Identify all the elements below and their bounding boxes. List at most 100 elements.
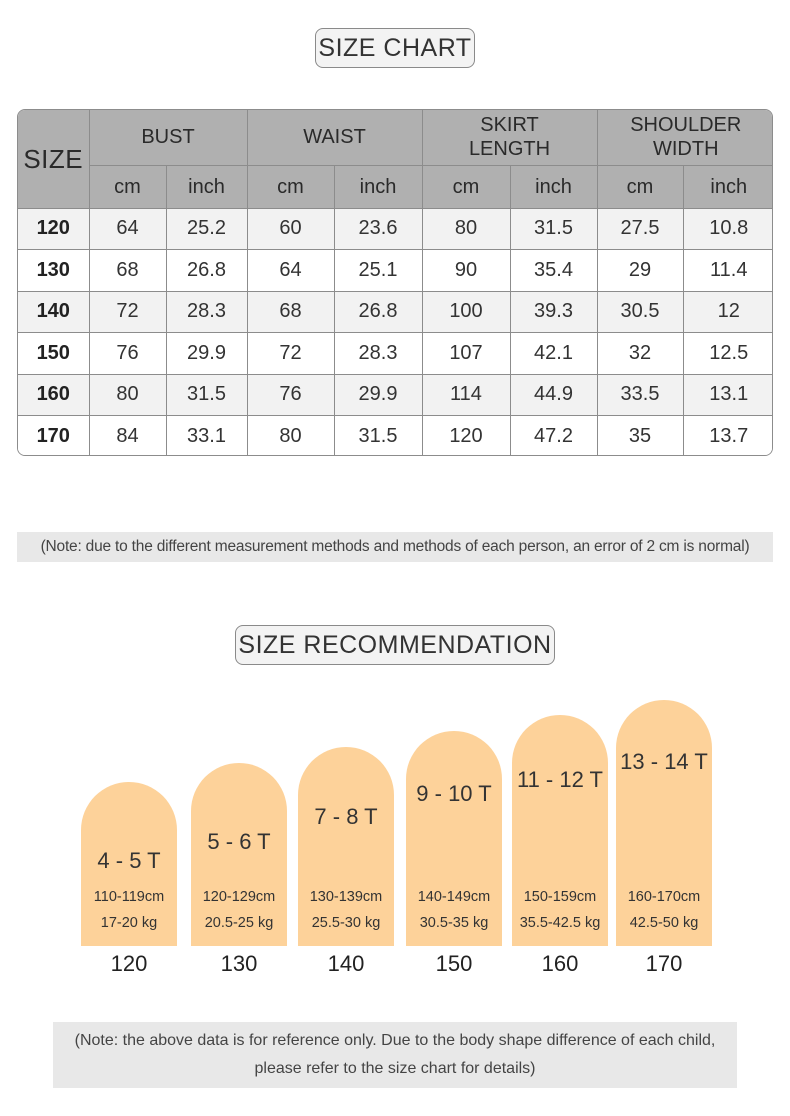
- body-measurements: 150-159cm 35.5-42.5 kg: [512, 884, 608, 936]
- measurement-cell: 35.4: [510, 249, 598, 291]
- size-cell: 160: [18, 373, 90, 416]
- table-row: 170 84 33.1 80 31.5 120 47.2 35 13.7: [18, 415, 772, 455]
- age-range: 13 - 14 T: [620, 749, 708, 774]
- measurement-cell: 90: [422, 249, 511, 291]
- body-measurements: 160-170cm 42.5-50 kg: [616, 884, 712, 936]
- body-measurements: 140-149cm 30.5-35 kg: [406, 884, 502, 936]
- weight-range: 17-20 kg: [100, 915, 158, 931]
- weight-range: 42.5-50 kg: [629, 915, 699, 931]
- age-range: 5 - 6 T: [207, 829, 271, 854]
- size-cell: 170: [18, 415, 90, 455]
- measurement-cell: 29: [597, 249, 684, 291]
- skirt-length-header: SKIRT LENGTH: [422, 110, 598, 165]
- size-arch: 9 - 10 T 140-149cm 30.5-35 kg: [406, 731, 502, 946]
- body-measurements: 130-139cm 25.5-30 kg: [298, 884, 394, 936]
- measurement-cell: 68: [89, 249, 167, 291]
- height-range: 120-129cm: [202, 889, 276, 905]
- age-range: 7 - 8 T: [314, 804, 378, 829]
- measurement-cell: 39.3: [510, 290, 598, 333]
- measurement-cell: 30.5: [597, 290, 684, 333]
- table-row: 120 64 25.2 60 23.6 80 31.5 27.5 10.8: [18, 207, 772, 250]
- measurement-cell: 84: [89, 415, 167, 455]
- measurement-cell: 114: [422, 373, 511, 416]
- table-row: 130 68 26.8 64 25.1 90 35.4 29 11.4: [18, 249, 772, 291]
- measurement-cell: 26.8: [166, 249, 248, 291]
- measurement-cell: 31.5: [334, 415, 423, 455]
- measurement-cell: 42.1: [510, 332, 598, 374]
- unit-header: inch: [166, 164, 248, 208]
- size-cell: 120: [18, 207, 90, 250]
- recommended-size-label: 140: [327, 951, 365, 976]
- waist-header: WAIST: [247, 110, 423, 165]
- measurement-cell: 64: [247, 249, 335, 291]
- table-row: 160 80 31.5 76 29.9 114 44.9 33.5 13.1: [18, 373, 772, 416]
- measurement-cell: 107: [422, 332, 511, 374]
- measurement-cell: 28.3: [166, 290, 248, 333]
- measurement-cell: 35: [597, 415, 684, 455]
- unit-header: inch: [334, 164, 423, 208]
- reference-note-line-1: (Note: the above data is for reference o…: [74, 1032, 716, 1049]
- table-row: 140 72 28.3 68 26.8 100 39.3 30.5 12: [18, 290, 772, 333]
- reference-note: (Note: the above data is for reference o…: [53, 1022, 737, 1088]
- measurement-cell: 76: [89, 332, 167, 374]
- measurement-cell: 27.5: [597, 207, 684, 250]
- unit-header: cm: [422, 164, 511, 208]
- recommended-size-label: 160: [541, 951, 579, 976]
- unit-header: inch: [683, 164, 772, 208]
- weight-range: 30.5-35 kg: [419, 915, 489, 931]
- measurement-cell: 72: [89, 290, 167, 333]
- recommended-size-label: 120: [110, 951, 148, 976]
- measurement-cell: 13.7: [683, 415, 772, 455]
- measurement-cell: 31.5: [166, 373, 248, 416]
- height-range: 160-170cm: [627, 889, 701, 905]
- recommended-size-label: 150: [435, 951, 473, 976]
- height-range: 140-149cm: [417, 889, 491, 905]
- measurement-cell: 80: [89, 373, 167, 416]
- measurement-cell: 28.3: [334, 332, 423, 374]
- recommended-size-label: 170: [645, 951, 683, 976]
- unit-header: cm: [89, 164, 167, 208]
- size-arch: 11 - 12 T 150-159cm 35.5-42.5 kg: [512, 715, 608, 946]
- size-column-header: SIZE: [18, 110, 90, 208]
- size-arch: 7 - 8 T 130-139cm 25.5-30 kg: [298, 747, 394, 946]
- height-range: 150-159cm: [523, 889, 597, 905]
- measurement-cell: 33.5: [597, 373, 684, 416]
- measurement-cell: 33.1: [166, 415, 248, 455]
- measurement-cell: 29.9: [166, 332, 248, 374]
- shoulder-width-header: SHOULDER WIDTH: [597, 110, 772, 165]
- size-cell: 140: [18, 290, 90, 333]
- bust-header: BUST: [89, 110, 248, 165]
- measurement-cell: 120: [422, 415, 511, 455]
- height-range: 130-139cm: [309, 889, 383, 905]
- measurement-cell: 12: [683, 290, 772, 333]
- size-arch: 4 - 5 T 110-119cm 17-20 kg: [81, 782, 177, 946]
- measurement-cell: 25.1: [334, 249, 423, 291]
- size-arch: 13 - 14 T 160-170cm 42.5-50 kg: [616, 700, 712, 946]
- weight-range: 20.5-25 kg: [204, 915, 274, 931]
- size-chart-table: SIZE BUST WAIST SKIRT LENGTH SHOULDER WI…: [17, 109, 773, 456]
- measurement-cell: 32: [597, 332, 684, 374]
- size-recommendation-title: SIZE RECOMMENDATION: [235, 625, 555, 665]
- measurement-cell: 13.1: [683, 373, 772, 416]
- weight-range: 35.5-42.5 kg: [519, 915, 601, 931]
- measurement-cell: 68: [247, 290, 335, 333]
- measurement-cell: 80: [422, 207, 511, 250]
- unit-header: cm: [597, 164, 684, 208]
- measurement-cell: 72: [247, 332, 335, 374]
- measurement-cell: 23.6: [334, 207, 423, 250]
- measurement-cell: 100: [422, 290, 511, 333]
- weight-range: 25.5-30 kg: [311, 915, 381, 931]
- age-range: 9 - 10 T: [416, 781, 492, 806]
- age-range: 4 - 5 T: [97, 848, 161, 873]
- measurement-cell: 12.5: [683, 332, 772, 374]
- size-cell: 130: [18, 249, 90, 291]
- measurement-cell: 31.5: [510, 207, 598, 250]
- age-range: 11 - 12 T: [516, 767, 603, 792]
- measurement-cell: 60: [247, 207, 335, 250]
- size-chart-title: SIZE CHART: [315, 28, 475, 68]
- body-measurements: 120-129cm 20.5-25 kg: [191, 884, 287, 936]
- measurement-cell: 47.2: [510, 415, 598, 455]
- size-cell: 150: [18, 332, 90, 374]
- measurement-cell: 44.9: [510, 373, 598, 416]
- measurement-cell: 25.2: [166, 207, 248, 250]
